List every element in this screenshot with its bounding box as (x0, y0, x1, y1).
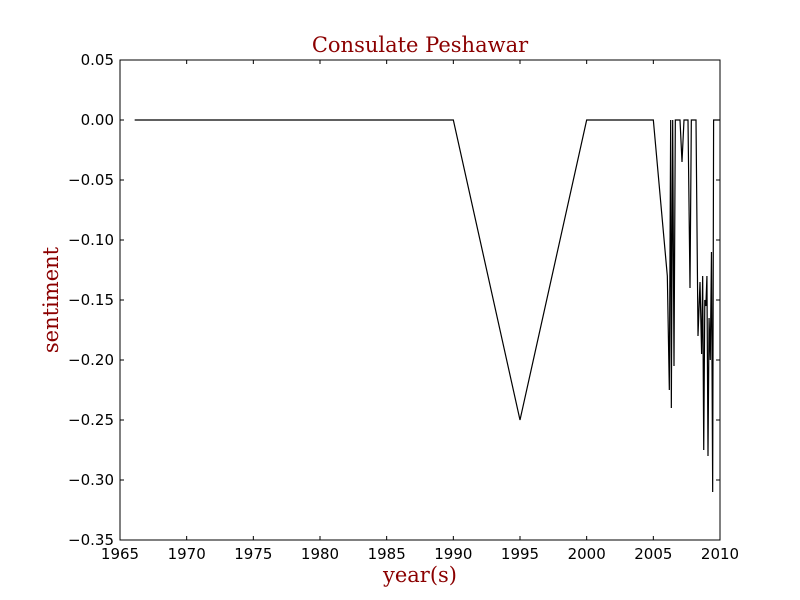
x-tick-label: 1965 (101, 545, 139, 563)
y-tick-label: −0.15 (68, 291, 114, 309)
y-axis-label: sentiment (39, 246, 63, 353)
x-axis-ticks: 1965 1970 1975 1980 1985 1990 1995 2000 2005 2010 (101, 60, 739, 563)
x-tick-label: 2010 (701, 545, 739, 563)
y-tick-label: −0.25 (68, 411, 114, 429)
y-tick-label: −0.30 (68, 471, 114, 489)
x-axis-label: year(s) (382, 563, 457, 587)
x-tick-label: 1990 (434, 545, 472, 563)
x-tick-label: 1980 (301, 545, 339, 563)
x-tick-label: 1985 (368, 545, 406, 563)
sentiment-series-line (134, 119, 720, 493)
x-tick-label: 1970 (168, 545, 206, 563)
y-tick-label: 0.05 (81, 51, 114, 69)
y-tick-label: −0.20 (68, 351, 114, 369)
x-tick-label: 2000 (568, 545, 606, 563)
x-tick-label: 1975 (234, 545, 272, 563)
y-tick-label: −0.10 (68, 231, 114, 249)
x-tick-label: 1995 (501, 545, 539, 563)
y-tick-label: −0.35 (68, 531, 114, 549)
y-axis-ticks: 0.05 0.00 −0.05 −0.10 −0.15 −0.20 −0.25 −0.30 −0… (68, 51, 720, 549)
y-tick-label: 0.00 (81, 111, 114, 129)
x-tick-label: 2005 (634, 545, 672, 563)
y-tick-label: −0.05 (68, 171, 114, 189)
chart-title: Consulate Peshawar (312, 33, 529, 57)
